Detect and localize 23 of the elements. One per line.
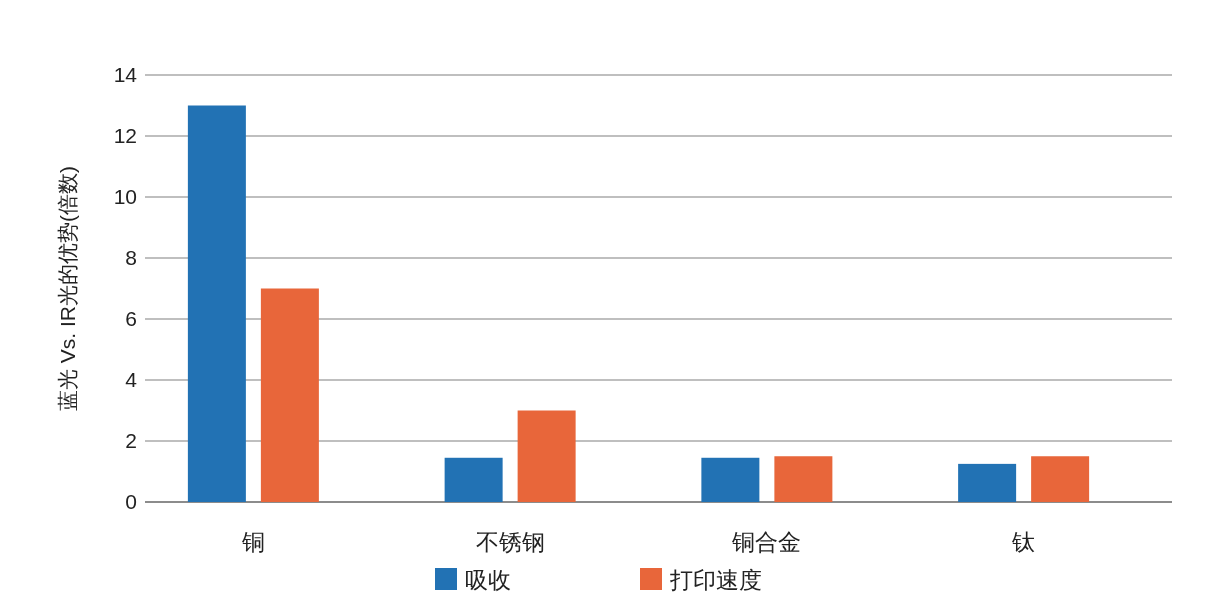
y-tick-label: 2 xyxy=(125,429,137,452)
y-tick-label: 14 xyxy=(113,63,138,86)
bar xyxy=(187,105,246,502)
x-tick-label: 铜合金 xyxy=(731,529,802,555)
y-tick-label: 10 xyxy=(113,185,137,208)
y-tick-label: 12 xyxy=(113,124,137,147)
y-tick-label: 4 xyxy=(125,368,138,391)
bar xyxy=(260,288,319,502)
y-axis-title: 蓝光 Vs. IR光的优势(倍数) xyxy=(56,166,79,411)
y-tick-label: 6 xyxy=(125,307,137,330)
x-tick-label: 不锈钢 xyxy=(475,529,545,555)
bar xyxy=(774,456,833,502)
y-tick-label: 0 xyxy=(125,490,137,513)
legend-label: 打印速度 xyxy=(669,567,762,593)
bar xyxy=(701,457,760,502)
bar xyxy=(1031,456,1090,502)
x-tick-label: 铜 xyxy=(240,529,265,555)
legend-label: 吸收 xyxy=(465,567,511,593)
bar xyxy=(444,457,503,502)
y-tick-label: 8 xyxy=(125,246,137,269)
bar xyxy=(958,463,1017,502)
bar xyxy=(517,410,576,502)
x-tick-label: 钛 xyxy=(1011,529,1036,555)
